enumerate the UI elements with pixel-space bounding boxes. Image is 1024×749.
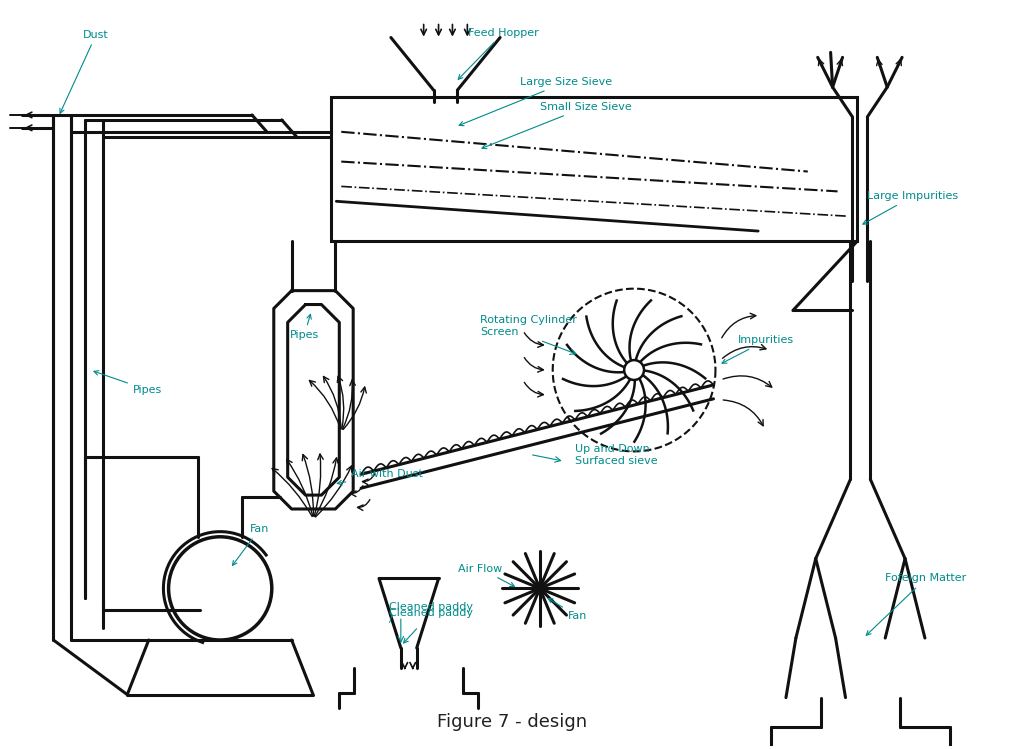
Text: Large Impurities: Large Impurities (863, 191, 958, 224)
Text: Fan: Fan (548, 598, 587, 621)
Text: Dust: Dust (59, 29, 109, 113)
Text: Small Size Sieve: Small Size Sieve (482, 102, 632, 148)
Text: Air with Dust: Air with Dust (337, 470, 423, 485)
Text: Figure 7 - design: Figure 7 - design (437, 713, 587, 732)
Text: Up and Down
Surfaced sieve: Up and Down Surfaced sieve (574, 444, 657, 466)
Text: Rotating Cylinder
Screen: Rotating Cylinder Screen (480, 315, 578, 337)
Circle shape (625, 360, 644, 380)
Text: Cleaned paddy
/: Cleaned paddy / (389, 602, 473, 643)
Text: Impurities: Impurities (722, 336, 795, 363)
Text: Fofeign Matter: Fofeign Matter (866, 574, 967, 635)
Text: Air Flow: Air Flow (459, 563, 514, 586)
Text: Cleaned paddy: Cleaned paddy (389, 608, 473, 618)
Text: Feed Hopper: Feed Hopper (458, 28, 539, 79)
Text: Pipes: Pipes (94, 371, 162, 395)
Text: Large Size Sieve: Large Size Sieve (459, 77, 612, 126)
Text: Pipes: Pipes (290, 315, 318, 340)
Text: Fan: Fan (232, 524, 269, 565)
Bar (332, 97, 857, 241)
